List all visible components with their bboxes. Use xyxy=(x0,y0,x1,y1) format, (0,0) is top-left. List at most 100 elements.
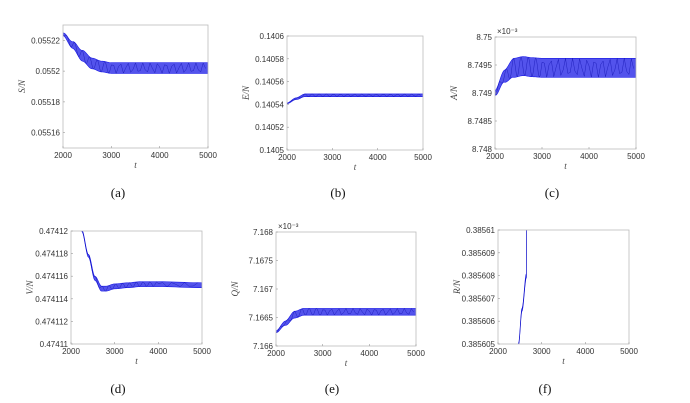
subplot-label: (f) xyxy=(539,381,552,396)
y-axis-label: V/N xyxy=(25,280,35,295)
subplot-d: 2000 3000 4000 5000 0.47411 0.474112 0.474114 0… xyxy=(25,227,211,396)
x-tick-label: 3000 xyxy=(533,347,551,356)
axes-box xyxy=(497,229,630,345)
series-band xyxy=(518,230,527,344)
series-oscillation xyxy=(276,307,414,333)
series-oscillation xyxy=(495,56,634,96)
x-tick-label: 5000 xyxy=(620,347,638,356)
y-tick-label: 0.474114 xyxy=(35,295,68,304)
series-band xyxy=(81,231,202,292)
y-tick-label: 0.14056 xyxy=(255,78,284,87)
x-axis-label: t xyxy=(354,162,357,172)
y-tick-label: 8.7495 xyxy=(468,61,493,70)
y-tick-label: 0.38561 xyxy=(466,226,495,235)
y-tick-label: 0.474118 xyxy=(35,250,68,259)
x-tick-label: 4000 xyxy=(576,347,594,356)
x-axis-label: t xyxy=(134,160,137,170)
series xyxy=(287,93,423,104)
x-tick-label: 2000 xyxy=(489,347,507,356)
series-oscillation xyxy=(287,93,421,104)
y-tick-label: 7.1675 xyxy=(249,257,274,266)
subplot-c: 2000 3000 4000 5000 8.748 8.7485 8.749 8.7495 8.… xyxy=(449,27,645,200)
y-tick-label: 7.1665 xyxy=(249,314,274,323)
subplot-e: 2000 3000 4000 5000 7.166 7.1665 7.167 7.1675 7.… xyxy=(230,222,425,396)
series xyxy=(63,32,208,75)
x-tick-label: 3000 xyxy=(102,151,120,160)
y-tick-label: 0.47412 xyxy=(39,227,68,236)
y-tick-label: 0.05522 xyxy=(31,36,60,45)
axes-box xyxy=(494,36,637,150)
y-tick-label: 0.05518 xyxy=(31,98,60,107)
y-tick-label: 8.749 xyxy=(472,89,493,98)
x-axis-label: t xyxy=(562,356,565,366)
y-tick-label: 0.385608 xyxy=(462,272,496,281)
x-tick-label: 3000 xyxy=(314,349,332,358)
x-tick-label: 3000 xyxy=(533,152,551,161)
y-tick-label: 7.168 xyxy=(253,228,274,237)
y-axis-label: A/N xyxy=(449,85,459,101)
y-tick-label: 8.748 xyxy=(472,145,493,154)
x-tick-label: 2000 xyxy=(267,349,285,358)
series xyxy=(81,231,202,292)
series-band xyxy=(276,308,416,333)
subplot-b: 2000 3000 4000 5000 0.1405 0.14052 0.14054 0.14… xyxy=(241,32,432,200)
subplot-label: (b) xyxy=(330,185,345,200)
y-tick-label: 0.47411 xyxy=(40,340,69,349)
y-tick-label: 0.385609 xyxy=(462,249,496,258)
y-tick-label: 0.474116 xyxy=(35,272,68,281)
y-tick-label: 0.14058 xyxy=(255,55,284,64)
y-tick-label: 0.05516 xyxy=(31,129,60,138)
y-tick-label: 7.167 xyxy=(253,285,274,294)
series-oscillation xyxy=(63,34,206,75)
y-tick-label: 0.1406 xyxy=(260,32,285,41)
x-axis-label: t xyxy=(345,358,348,368)
x-tick-label: 4000 xyxy=(151,151,169,160)
x-axis-label: t xyxy=(135,356,138,366)
subplot-label: (e) xyxy=(325,381,339,396)
x-tick-label: 4000 xyxy=(369,153,387,162)
axes-box xyxy=(62,24,209,149)
subplot-label: (d) xyxy=(110,381,125,396)
x-axis-label: t xyxy=(564,161,567,171)
series xyxy=(495,56,636,96)
axes-box xyxy=(275,231,417,347)
y-exponent: ×10⁻³ xyxy=(278,222,299,231)
y-tick-label: 0.385605 xyxy=(462,340,496,349)
y-tick-label: 0.385606 xyxy=(462,317,496,326)
series-band xyxy=(63,32,208,74)
y-tick-label: 8.7485 xyxy=(468,117,493,126)
subplot-f: 2000 3000 4000 5000 0.385605 0.385606 0.385607… xyxy=(452,226,638,396)
y-tick-label: 0.474112 xyxy=(35,317,68,326)
x-tick-label: 3000 xyxy=(106,347,124,356)
x-tick-label: 5000 xyxy=(414,153,432,162)
series-band xyxy=(495,56,636,96)
x-tick-label: 4000 xyxy=(580,152,598,161)
y-tick-label: 0.1405 xyxy=(260,146,285,155)
y-axis-label: Q/N xyxy=(230,281,240,297)
x-tick-label: 5000 xyxy=(627,152,645,161)
x-tick-label: 5000 xyxy=(199,151,217,160)
y-axis-label: E/N xyxy=(241,85,251,101)
y-tick-label: 8.75 xyxy=(476,33,492,42)
x-tick-label: 2000 xyxy=(486,152,504,161)
x-tick-label: 5000 xyxy=(407,349,425,358)
series-oscillation xyxy=(518,230,527,344)
subplot-a: 2000 3000 4000 5000 0.05516 0.05518 0.0552 0.05… xyxy=(17,24,217,200)
y-axis-label: R/N xyxy=(452,279,462,295)
series xyxy=(276,307,416,333)
series-oscillation xyxy=(82,231,198,292)
x-tick-label: 5000 xyxy=(193,347,211,356)
x-tick-label: 4000 xyxy=(149,347,167,356)
x-tick-label: 2000 xyxy=(54,151,72,160)
series xyxy=(518,230,527,344)
axes-box xyxy=(286,35,424,151)
y-tick-label: 0.14054 xyxy=(255,100,284,109)
y-exponent: ×10⁻³ xyxy=(497,27,518,36)
y-tick-label: 0.14052 xyxy=(255,123,284,132)
x-tick-label: 2000 xyxy=(278,153,296,162)
series-band xyxy=(287,93,423,104)
y-axis-label: S/N xyxy=(17,79,27,93)
y-tick-label: 0.385607 xyxy=(462,294,496,303)
subplot-label: (a) xyxy=(111,185,125,200)
